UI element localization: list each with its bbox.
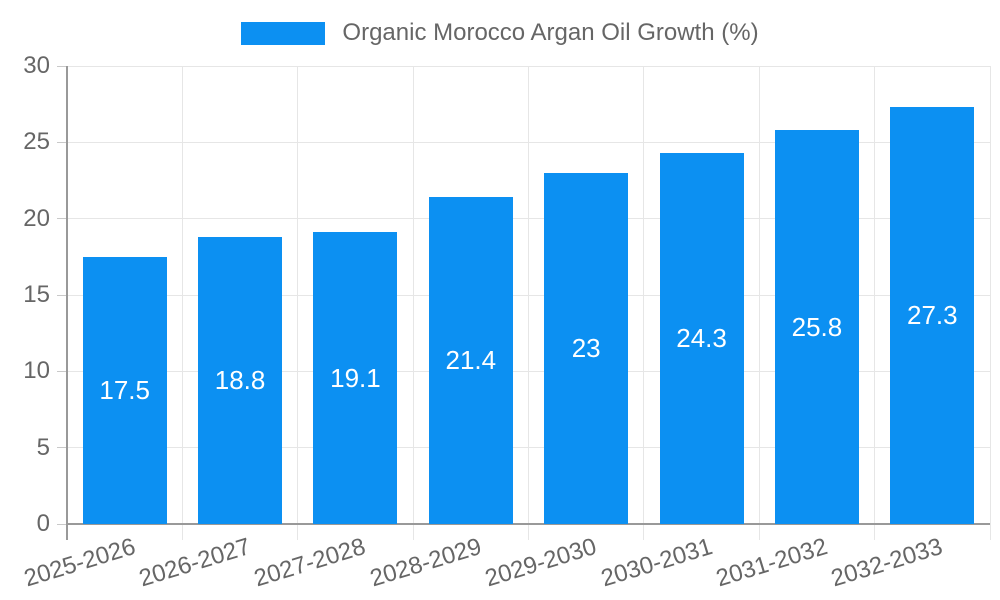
bar-value-label: 18.8 (214, 364, 266, 395)
v-gridline (297, 66, 299, 540)
x-axis-label: 2029-2030 (482, 533, 600, 593)
v-gridline (989, 66, 991, 540)
bar[interactable]: 17.5 (82, 256, 167, 524)
y-axis-tick (57, 294, 67, 296)
v-gridline (181, 66, 183, 540)
bar[interactable]: 19.1 (313, 232, 398, 524)
y-axis-tick (57, 141, 67, 143)
bar[interactable]: 25.8 (774, 130, 859, 524)
legend-swatch[interactable] (241, 21, 326, 45)
y-axis-tick (57, 370, 67, 372)
bar[interactable]: 24.3 (659, 153, 744, 524)
bar-value-label: 19.1 (330, 362, 381, 393)
x-axis-label: 2025-2026 (20, 533, 139, 593)
x-axis-label: 2032-2033 (828, 533, 946, 593)
bar-value-label: 24.3 (676, 323, 727, 353)
legend-label[interactable]: Organic Morocco Argan Oil Growth (%) (342, 19, 759, 46)
bar-value-label: 17.5 (99, 374, 150, 405)
bar-value-label: 23 (571, 332, 601, 363)
bar-value-label: 25.8 (791, 311, 843, 342)
bar[interactable]: 27.3 (890, 107, 975, 524)
y-axis-label: 25 (23, 128, 50, 156)
y-axis-line (66, 66, 68, 540)
bar[interactable]: 21.4 (428, 197, 513, 524)
x-axis-label: 2027-2028 (251, 533, 370, 593)
v-gridline (412, 66, 414, 540)
y-axis-label: 10 (23, 357, 50, 385)
x-axis-label: 2028-2029 (366, 533, 485, 593)
y-axis-label: 20 (23, 204, 50, 232)
bar[interactable]: 23 (544, 172, 629, 524)
bar-value-label: 27.3 (907, 300, 958, 331)
y-axis-label: 30 (23, 52, 50, 79)
bar[interactable]: 18.8 (198, 236, 283, 524)
v-gridline (528, 66, 529, 540)
v-gridline (874, 66, 876, 540)
y-axis-tick (57, 447, 67, 449)
x-axis-label: 2030-2031 (597, 533, 716, 593)
y-axis-label: 0 (36, 510, 50, 537)
x-axis-line (67, 523, 990, 525)
v-gridline (643, 66, 645, 540)
y-axis-tick (57, 523, 67, 525)
y-axis-tick (57, 65, 67, 67)
y-axis-label: 15 (23, 281, 50, 308)
y-axis-label: 5 (36, 433, 50, 461)
x-axis-label: 2026-2027 (136, 533, 254, 593)
bar-value-label: 21.4 (445, 345, 497, 376)
legend: Organic Morocco Argan Oil Growth (%) (0, 18, 1000, 48)
x-axis-label: 2031-2032 (712, 533, 831, 593)
y-axis-tick (57, 218, 67, 220)
v-gridline (758, 66, 760, 540)
